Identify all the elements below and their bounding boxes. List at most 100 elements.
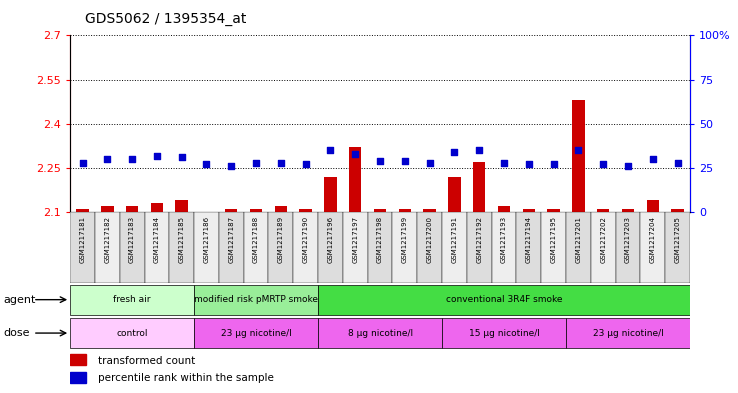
Text: GSM1217187: GSM1217187 (228, 216, 234, 263)
Text: GSM1217185: GSM1217185 (179, 216, 184, 263)
Point (325, 147, 337, 153)
Point (573, 147, 584, 153)
Bar (318, 318, 442, 348)
Bar (194, 212, 219, 283)
Bar (665, 212, 690, 283)
Bar (70, 285, 194, 315)
Text: GSM1217200: GSM1217200 (427, 216, 432, 263)
Text: GSM1217196: GSM1217196 (328, 216, 334, 263)
Bar (672, 209, 684, 212)
Text: GSM1217193: GSM1217193 (501, 216, 507, 263)
Bar (374, 209, 386, 212)
Bar (250, 209, 262, 212)
Point (622, 163, 634, 169)
Text: agent: agent (4, 295, 36, 305)
Point (374, 158, 386, 164)
Text: GSM1217183: GSM1217183 (129, 216, 135, 263)
Point (349, 151, 361, 157)
Bar (368, 212, 393, 283)
Point (399, 158, 411, 164)
Bar (646, 200, 659, 212)
Point (201, 161, 213, 167)
Point (498, 160, 510, 166)
Point (101, 156, 113, 162)
Text: modified risk pMRTP smoke: modified risk pMRTP smoke (194, 295, 318, 304)
Bar (442, 212, 467, 283)
Bar (120, 212, 145, 283)
Bar (101, 206, 114, 212)
Bar (318, 212, 343, 283)
Bar (597, 209, 610, 212)
Bar (548, 209, 560, 212)
Bar (76, 209, 89, 212)
Bar (269, 212, 293, 283)
Bar (343, 212, 368, 283)
Bar (541, 212, 566, 283)
Bar (448, 177, 461, 212)
Bar (591, 212, 615, 283)
Bar (225, 209, 238, 212)
Bar (492, 212, 517, 283)
Point (77, 160, 89, 166)
Point (250, 160, 262, 166)
Bar (300, 209, 312, 212)
Bar (293, 212, 318, 283)
Text: 15 μg nicotine/l: 15 μg nicotine/l (469, 329, 539, 338)
Bar (566, 318, 690, 348)
Bar (70, 318, 194, 348)
Bar (324, 177, 337, 212)
Bar (194, 318, 318, 348)
Text: GSM1217194: GSM1217194 (526, 216, 532, 263)
Bar (393, 212, 417, 283)
Bar (145, 212, 169, 283)
Text: GSM1217204: GSM1217204 (650, 216, 656, 263)
Text: GSM1217202: GSM1217202 (600, 216, 606, 263)
Bar (70, 372, 86, 383)
Text: 23 μg nicotine/l: 23 μg nicotine/l (593, 329, 663, 338)
Point (176, 154, 187, 160)
Bar (399, 209, 411, 212)
Text: GSM1217191: GSM1217191 (452, 216, 458, 263)
Text: GSM1217182: GSM1217182 (104, 216, 110, 263)
Bar (176, 200, 188, 212)
Text: GSM1217192: GSM1217192 (476, 216, 482, 263)
Point (647, 156, 659, 162)
Bar (169, 212, 194, 283)
Bar (194, 285, 318, 315)
Text: GSM1217199: GSM1217199 (402, 216, 408, 263)
Text: GSM1217195: GSM1217195 (551, 216, 556, 263)
Bar (275, 206, 287, 212)
Bar (467, 212, 492, 283)
Point (672, 160, 683, 166)
Text: percentile rank within the sample: percentile rank within the sample (98, 373, 274, 384)
Text: GSM1217189: GSM1217189 (278, 216, 284, 263)
Bar (566, 212, 591, 283)
Bar (244, 212, 269, 283)
Point (151, 152, 163, 159)
Text: GSM1217201: GSM1217201 (576, 216, 582, 263)
Text: transformed count: transformed count (98, 356, 196, 366)
Text: GSM1217184: GSM1217184 (154, 216, 160, 263)
Point (300, 161, 311, 167)
Point (449, 149, 461, 155)
Text: dose: dose (4, 328, 30, 338)
Text: control: control (117, 329, 148, 338)
Bar (95, 212, 120, 283)
Bar (523, 209, 535, 212)
Text: GSM1217181: GSM1217181 (80, 216, 86, 263)
Text: GSM1217203: GSM1217203 (625, 216, 631, 263)
Bar (622, 209, 634, 212)
Point (225, 163, 237, 169)
Text: 23 μg nicotine/l: 23 μg nicotine/l (221, 329, 292, 338)
Text: 8 μg nicotine/l: 8 μg nicotine/l (348, 329, 413, 338)
Bar (424, 209, 436, 212)
Text: GSM1217198: GSM1217198 (377, 216, 383, 263)
Bar (473, 162, 486, 212)
Point (597, 161, 609, 167)
Text: GSM1217186: GSM1217186 (204, 216, 210, 263)
Bar (349, 147, 362, 212)
Point (473, 147, 485, 153)
Bar (641, 212, 665, 283)
Bar (126, 206, 138, 212)
Bar (151, 204, 163, 212)
